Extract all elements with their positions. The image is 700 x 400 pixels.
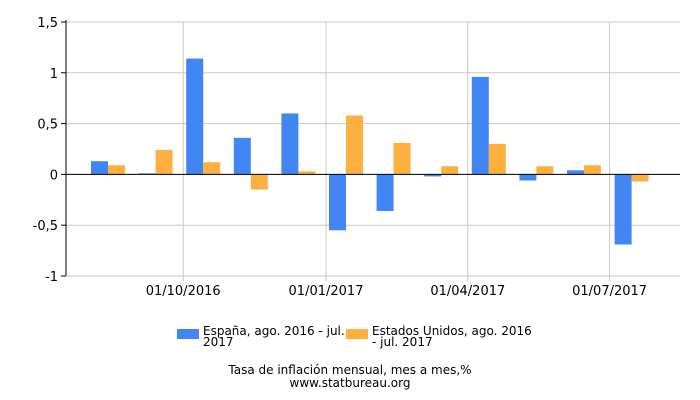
x-tick-label: 01/04/2017 bbox=[430, 284, 505, 299]
bar-usa bbox=[250, 174, 268, 190]
bar-usa bbox=[536, 166, 554, 175]
bar-spain bbox=[138, 173, 156, 175]
y-tick-label: 1,5 bbox=[37, 16, 58, 31]
axes bbox=[61, 20, 680, 277]
bar-usa bbox=[346, 115, 363, 175]
chart-source: www.statbureau.org bbox=[290, 376, 411, 390]
x-axis-labels: 01/10/2016 01/01/2017 01/04/2017 01/07/2017 bbox=[146, 284, 647, 299]
legend-label-spain: España, ago. 2016 - jul. bbox=[203, 324, 345, 338]
bar-spain bbox=[471, 76, 489, 175]
bar-usa bbox=[393, 142, 411, 175]
y-tick-label: 0 bbox=[50, 168, 58, 183]
bar-usa bbox=[108, 165, 125, 175]
x-tick-label: 01/01/2017 bbox=[289, 284, 364, 299]
bar-usa bbox=[155, 150, 173, 175]
bar-usa bbox=[631, 174, 649, 182]
legend-label-usa: - jul. 2017 bbox=[372, 335, 433, 349]
legend-swatch-spain bbox=[177, 329, 199, 339]
y-tick-label: 0,5 bbox=[37, 118, 58, 133]
bar-usa bbox=[488, 143, 506, 175]
bar-usa bbox=[298, 171, 316, 175]
bar-spain bbox=[567, 170, 584, 175]
bar-spain bbox=[186, 58, 204, 175]
bar-spain bbox=[233, 137, 251, 175]
bar-spain bbox=[424, 174, 442, 177]
x-tick-label: 01/10/2016 bbox=[146, 284, 221, 299]
x-tick-label: 01/07/2017 bbox=[572, 284, 647, 299]
chart-caption: Tasa de inflación mensual, mes a mes,% bbox=[227, 363, 471, 377]
y-tick-label: -1 bbox=[45, 270, 58, 285]
bar-spain bbox=[376, 174, 394, 211]
bar-spain bbox=[281, 113, 299, 175]
legend-swatch-usa bbox=[346, 329, 368, 339]
legend-label-usa: Estados Unidos, ago. 2016 bbox=[372, 324, 532, 338]
y-axis-labels: 1,5 1 0,5 0 -0,5 -1 bbox=[33, 16, 58, 285]
y-tick-label: 1 bbox=[50, 67, 58, 82]
bar-spain bbox=[329, 174, 346, 231]
bar-usa bbox=[203, 162, 221, 175]
bar-usa bbox=[441, 166, 459, 175]
y-tick-label: -0,5 bbox=[33, 219, 58, 234]
legend: España, ago. 2016 - jul.2017 Estados Unid… bbox=[177, 324, 532, 349]
bar-spain bbox=[91, 161, 108, 175]
legend-label-spain: 2017 bbox=[203, 335, 234, 349]
bars bbox=[91, 58, 649, 245]
bar-spain bbox=[614, 174, 632, 245]
bar-spain bbox=[519, 174, 537, 181]
bar-usa bbox=[584, 165, 601, 175]
